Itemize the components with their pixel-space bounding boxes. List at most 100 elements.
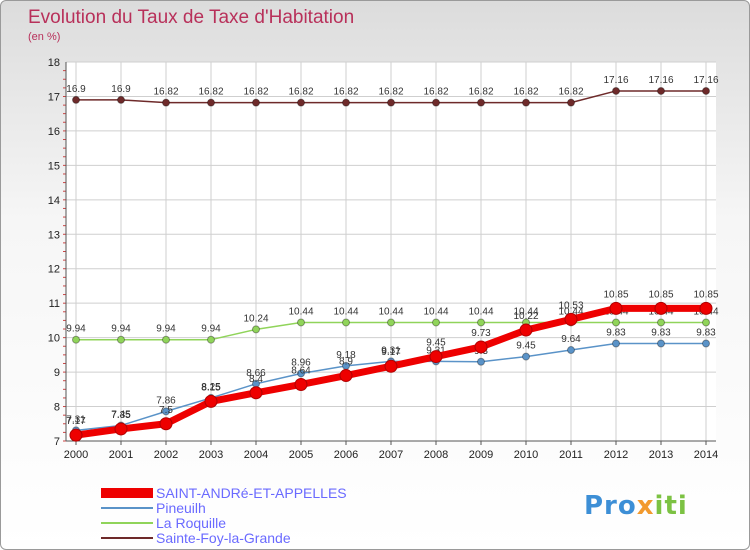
series-3-data-label: 8.15 xyxy=(201,382,221,393)
series-0-point xyxy=(567,98,575,107)
series-2-data-label: 8.66 xyxy=(246,368,266,379)
series-0-data-label: 16.82 xyxy=(513,87,538,98)
series-3-point xyxy=(69,428,83,442)
y-tick-label: 11 xyxy=(49,298,60,310)
series-1-data-label: 10.44 xyxy=(333,306,358,317)
y-tick-label: 9 xyxy=(54,367,60,379)
logo-part-1: Pro xyxy=(584,491,637,521)
series-0-data-label: 16.82 xyxy=(198,87,223,98)
series-0-point xyxy=(342,98,350,107)
x-tick-label: 2012 xyxy=(604,449,628,461)
y-tick-label: 16 xyxy=(48,126,60,138)
series-1-data-label: 10.24 xyxy=(243,313,268,324)
series-0-point xyxy=(477,98,485,107)
chart-title: Evolution du Taux de Taxe d'Habitation xyxy=(28,7,355,28)
series-3-data-label: 10.22 xyxy=(513,311,538,322)
series-1-point xyxy=(207,335,215,344)
series-3-data-label: 7.35 xyxy=(111,410,131,421)
series-0-data-label: 17.16 xyxy=(603,75,628,86)
series-2-data-label: 9.64 xyxy=(561,334,581,345)
series-0-point xyxy=(252,98,260,107)
series-1-data-label: 10.44 xyxy=(513,306,538,317)
series-0-point xyxy=(702,86,710,95)
series-2-point xyxy=(162,407,170,416)
series-3-point xyxy=(384,359,398,373)
series-2-data-label: 9.18 xyxy=(336,350,356,361)
series-0-data-label: 16.9 xyxy=(66,84,86,95)
series-2-data-label: 7.45 xyxy=(111,409,131,420)
series-1-point xyxy=(702,318,710,327)
series-0-data-label: 16.82 xyxy=(153,87,178,98)
y-tick-label: 12 xyxy=(48,264,60,276)
proxiti-logo: Proxiti xyxy=(584,491,688,521)
series-3-point xyxy=(474,340,488,354)
legend-entry: Pineuilh xyxy=(156,500,206,516)
series-1-data-label: 10.44 xyxy=(468,306,493,317)
series-1-data-label: 9.94 xyxy=(111,324,131,335)
series-3-data-label: 7.5 xyxy=(159,405,173,416)
series-3-point xyxy=(564,312,578,326)
y-tick-label: 8 xyxy=(54,402,60,414)
series-2-data-label: 7.86 xyxy=(156,395,176,406)
series-1-point xyxy=(612,318,620,327)
series-3-data-label: 8.4 xyxy=(249,374,263,385)
x-tick-label: 2001 xyxy=(109,449,133,461)
series-0-data-label: 16.82 xyxy=(333,87,358,98)
series-1-data-label: 10.44 xyxy=(558,306,583,317)
series-3-point xyxy=(204,394,218,408)
series-0-data-label: 16.82 xyxy=(468,87,493,98)
series-2-point xyxy=(297,369,305,378)
series-3-data-label: 9.17 xyxy=(381,347,401,358)
series-1-data-label: 10.44 xyxy=(288,306,313,317)
logo-part-2: x xyxy=(636,491,655,521)
series-3-point xyxy=(519,323,533,337)
series-1-point xyxy=(297,318,305,327)
series-0-data-label: 17.16 xyxy=(648,75,673,86)
y-tick-label: 7 xyxy=(54,436,60,448)
series-0-data-label: 17.16 xyxy=(693,75,718,86)
series-1-point xyxy=(252,325,260,334)
y-tick-label: 15 xyxy=(48,160,60,172)
y-tick-label: 10 xyxy=(48,333,60,345)
x-tick-label: 2011 xyxy=(559,449,583,461)
series-3-data-label: 9.45 xyxy=(426,338,446,349)
series-0-point xyxy=(612,86,620,95)
series-2-point xyxy=(702,339,710,348)
series-1-point xyxy=(72,335,80,344)
series-2-data-label: 7.31 xyxy=(66,414,86,425)
series-0-point xyxy=(387,98,395,107)
series-1-point xyxy=(117,335,125,344)
x-tick-label: 2007 xyxy=(379,449,403,461)
legend-entry: SAINT-ANDRé-ET-APPELLES xyxy=(156,485,347,501)
series-1-data-label: 9.94 xyxy=(156,324,176,335)
x-tick-label: 2014 xyxy=(694,449,718,461)
series-1-point xyxy=(477,318,485,327)
series-0-point xyxy=(657,86,665,95)
series-2-point xyxy=(612,339,620,348)
logo-part-3: iti xyxy=(654,491,688,521)
series-3-data-label: 8.9 xyxy=(339,357,353,368)
series-2-data-label: 8.25 xyxy=(201,382,221,393)
series-2-point xyxy=(657,339,665,348)
x-tick-label: 2004 xyxy=(244,449,268,461)
legend-entry: La Roquille xyxy=(156,515,226,531)
legend-entry: Sainte-Foy-la-Grande xyxy=(156,530,291,546)
series-1-point xyxy=(387,318,395,327)
series-1-data-label: 9.94 xyxy=(66,324,86,335)
series-0-point xyxy=(117,95,125,104)
series-0-data-label: 16.82 xyxy=(558,87,583,98)
series-1-data-label: 10.44 xyxy=(423,306,448,317)
series-0-data-label: 16.82 xyxy=(288,87,313,98)
x-tick-label: 2010 xyxy=(514,449,538,461)
series-3-data-label: 8.64 xyxy=(291,365,311,376)
x-tick-label: 2003 xyxy=(199,449,223,461)
series-1-point xyxy=(657,318,665,327)
x-tick-label: 2002 xyxy=(154,449,178,461)
x-tick-label: 2006 xyxy=(334,449,358,461)
series-0-data-label: 16.82 xyxy=(423,87,448,98)
series-2-data-label: 9.31 xyxy=(381,345,401,356)
series-3-point xyxy=(654,301,668,315)
series-2-data-label: 8.96 xyxy=(291,357,311,368)
